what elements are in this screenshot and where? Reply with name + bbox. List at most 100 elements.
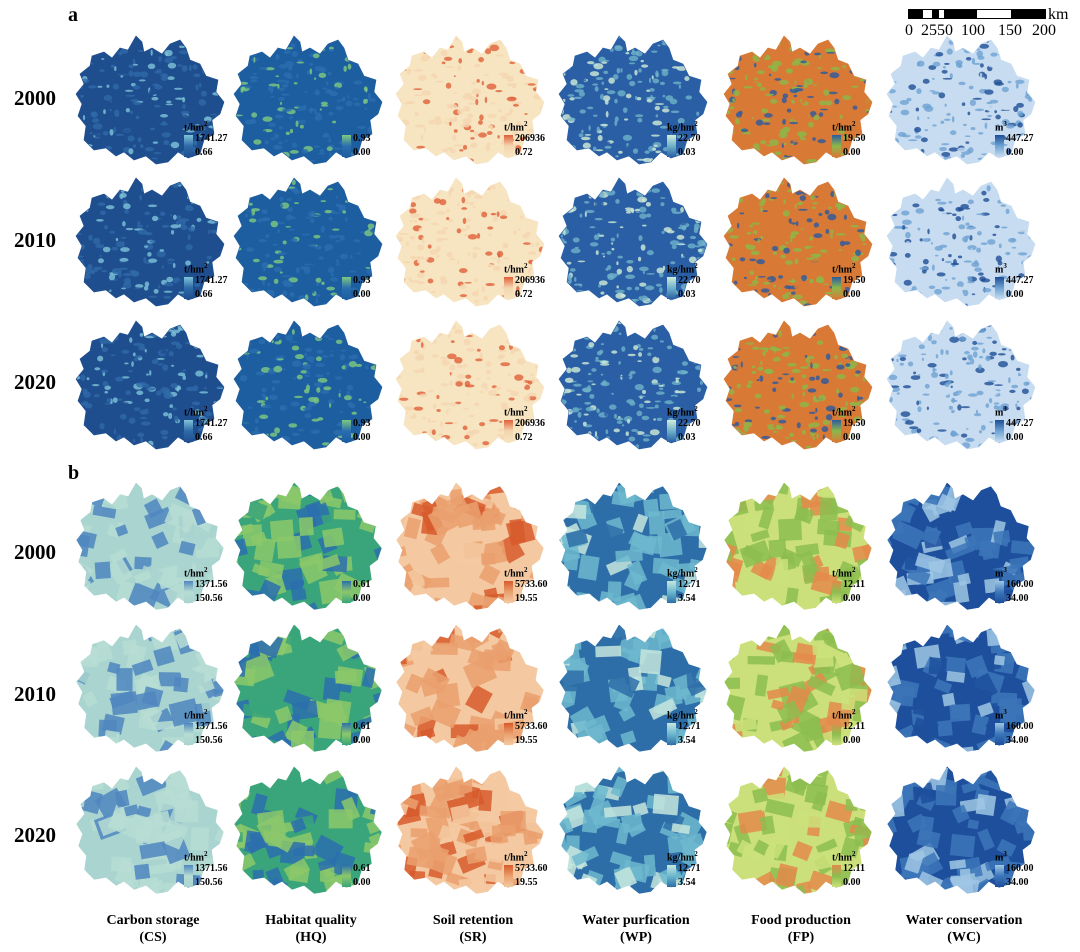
legend-min-value: 0.03 xyxy=(678,432,696,443)
legend-max-value: 12.71 xyxy=(678,721,701,732)
legend-color-bar xyxy=(832,420,841,442)
legend-unit-sup: 3 xyxy=(1003,708,1007,716)
region-map xyxy=(75,765,225,895)
map-legend: 0.93 0.00 xyxy=(342,409,402,453)
legend-unit-base: t/hm xyxy=(184,407,204,419)
legend-unit: m3 xyxy=(995,120,1007,133)
column-label: Carbon storage (CS) xyxy=(68,912,238,946)
legend-unit-base: t/hm xyxy=(832,407,852,419)
legend-max-value: 1741.27 xyxy=(195,275,228,286)
legend-color-bar xyxy=(995,581,1004,603)
legend-max-value: 1741.27 xyxy=(195,133,228,144)
region-map xyxy=(233,765,383,895)
map-legend: 0.61 0.00 xyxy=(342,712,402,756)
legend-min-value: 150.56 xyxy=(195,877,223,888)
legend-unit-sup: 2 xyxy=(694,262,698,270)
scale-bar-tick: 100 xyxy=(961,22,985,39)
column-label: Water purfication (WP) xyxy=(551,912,721,946)
legend-color-bar xyxy=(995,420,1004,442)
legend-min-value: 34.00 xyxy=(1006,877,1029,888)
legend-color-bar xyxy=(832,581,841,603)
legend-unit: m3 xyxy=(995,405,1007,418)
legend-unit-sup: 3 xyxy=(1003,405,1007,413)
legend-unit-base: m xyxy=(995,568,1004,580)
legend-max-value: 160.00 xyxy=(1006,579,1034,590)
legend-color-bar xyxy=(995,865,1004,887)
legend-color-bar xyxy=(995,723,1004,745)
legend-max-value: 0.61 xyxy=(353,863,371,874)
column-abbr: (SR) xyxy=(459,930,487,945)
legend-unit-sup: 2 xyxy=(694,566,698,574)
legend-max-value: 12.11 xyxy=(843,721,865,732)
region-map xyxy=(75,35,225,165)
legend-unit-base: kg/hm xyxy=(667,122,695,134)
legend-min-value: 0.66 xyxy=(195,147,213,158)
map-legend: kg/hm2 12.71 3.54 xyxy=(667,708,727,756)
scale-bar-tick: 200 xyxy=(1032,22,1056,39)
legend-max-value: 22.70 xyxy=(678,275,701,286)
map-cell: m3 447.27 0.00 xyxy=(883,315,1043,455)
legend-unit-sup: 2 xyxy=(524,850,528,858)
legend-min-value: 0.00 xyxy=(353,289,371,300)
legend-color-bar xyxy=(184,420,193,442)
map-legend: 0.93 0.00 xyxy=(342,124,402,168)
legend-max-value: 19.50 xyxy=(843,418,866,429)
legend-min-value: 0.00 xyxy=(843,147,861,158)
legend-unit: t/hm2 xyxy=(184,566,208,579)
legend-min-value: 0.00 xyxy=(843,877,861,888)
legend-unit: t/hm2 xyxy=(504,120,528,133)
map-legend: kg/hm2 22.70 0.03 xyxy=(667,262,727,310)
map-legend: kg/hm2 12.71 3.54 xyxy=(667,566,727,614)
legend-unit-base: kg/hm xyxy=(667,852,695,864)
map-cell: t/hm2 1371.56 150.56 xyxy=(72,476,232,616)
legend-min-value: 34.00 xyxy=(1006,735,1029,746)
legend-unit-base: kg/hm xyxy=(667,407,695,419)
scale-bar-segment xyxy=(1011,10,1045,18)
map-cell: t/hm2 206936 0.72 xyxy=(392,315,552,455)
legend-unit: kg/hm2 xyxy=(667,405,698,418)
column-abbr: (HQ) xyxy=(295,930,327,945)
column-abbr: (FP) xyxy=(787,930,815,945)
legend-unit-base: t/hm xyxy=(832,852,852,864)
column-name: Carbon storage xyxy=(106,913,200,928)
map-cell: t/hm2 12.11 0.00 xyxy=(720,618,880,758)
legend-unit: kg/hm2 xyxy=(667,566,698,579)
legend-max-value: 22.70 xyxy=(678,133,701,144)
map-legend: t/hm2 206936 0.72 xyxy=(504,262,564,310)
legend-unit: m3 xyxy=(995,566,1007,579)
legend-color-bar xyxy=(667,420,676,442)
region-map xyxy=(886,765,1036,895)
legend-unit-sup: 3 xyxy=(1003,850,1007,858)
legend-unit: t/hm2 xyxy=(504,850,528,863)
legend-color-bar xyxy=(504,277,513,299)
map-cell: 0.61 0.00 xyxy=(230,618,390,758)
region-map xyxy=(723,177,873,307)
legend-min-value: 0.03 xyxy=(678,289,696,300)
map-legend: t/hm2 12.11 0.00 xyxy=(832,850,892,898)
legend-min-value: 0.00 xyxy=(353,735,371,746)
legend-unit: t/hm2 xyxy=(504,262,528,275)
year-label: 2000 xyxy=(14,540,56,564)
legend-color-bar xyxy=(667,723,676,745)
map-legend: m3 160.00 34.00 xyxy=(995,566,1055,614)
map-legend: t/hm2 1741.27 0.66 xyxy=(184,405,244,453)
map-legend: 0.61 0.00 xyxy=(342,854,402,898)
legend-unit-base: t/hm xyxy=(504,264,524,276)
map-cell: m3 160.00 34.00 xyxy=(883,476,1043,616)
map-legend: t/hm2 19.50 0.00 xyxy=(832,262,892,310)
region-map xyxy=(723,35,873,165)
map-cell: t/hm2 19.50 0.00 xyxy=(720,30,880,170)
map-legend: m3 447.27 0.00 xyxy=(995,262,1055,310)
legend-unit-base: t/hm xyxy=(832,122,852,134)
region-map xyxy=(558,177,708,307)
legend-unit: t/hm2 xyxy=(184,405,208,418)
legend-unit-sup: 2 xyxy=(204,262,208,270)
legend-color-bar xyxy=(342,581,351,603)
map-cell: t/hm2 12.11 0.00 xyxy=(720,760,880,900)
legend-max-value: 447.27 xyxy=(1006,418,1034,429)
legend-color-bar xyxy=(184,723,193,745)
legend-unit-base: t/hm xyxy=(504,407,524,419)
region-map xyxy=(723,481,873,611)
legend-color-bar xyxy=(184,277,193,299)
legend-max-value: 19.50 xyxy=(843,275,866,286)
